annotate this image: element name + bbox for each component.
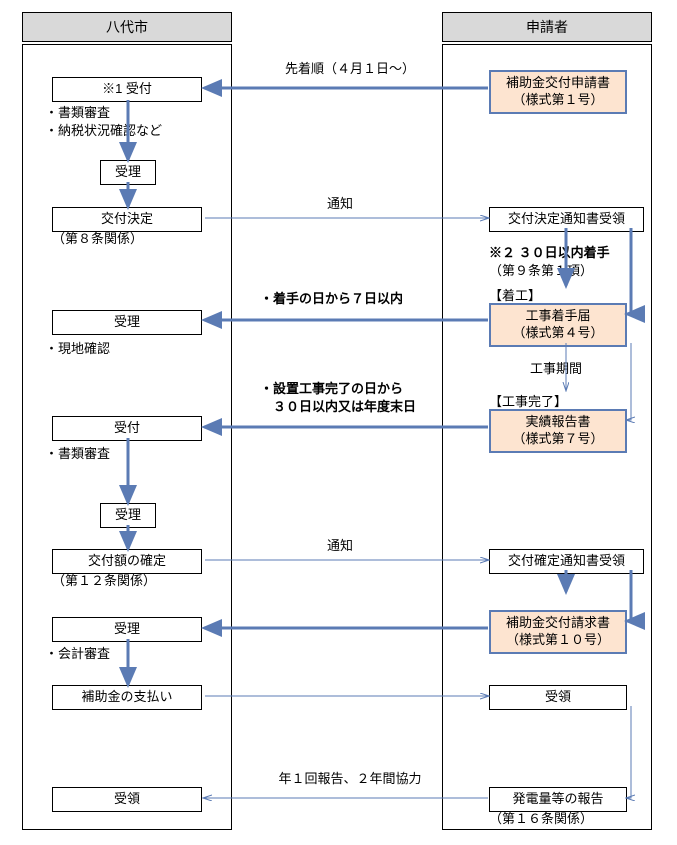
label-tsuuchi2: 通知 bbox=[300, 537, 380, 555]
label-tsuuchi1: 通知 bbox=[300, 195, 380, 213]
box-tsuchisho2: 交付確定通知書受領 bbox=[489, 549, 644, 574]
label-chakushu-7: ・着手の日から７日以内 bbox=[260, 290, 403, 308]
label-kouji-kikan: 工事期間 bbox=[530, 360, 582, 378]
header-right: 申請者 bbox=[442, 12, 652, 42]
box-uketsuke2: 受付 bbox=[52, 416, 202, 441]
box-chakushu: 工事着手届 （様式第４号） bbox=[489, 303, 627, 347]
label-shorui-shinsa1: ・書類審査 ・納税状況確認など bbox=[45, 104, 162, 140]
box-juri4: 受理 bbox=[52, 617, 202, 642]
header-left: 八代市 bbox=[22, 12, 232, 42]
box-koufugaku: 交付額の確定 bbox=[52, 549, 202, 574]
label-nen1kai: 年１回報告、２年間協力 bbox=[250, 770, 450, 788]
shinseisho-line1: 補助金交付申請書 bbox=[506, 75, 610, 90]
box-shiharai: 補助金の支払い bbox=[52, 685, 202, 710]
box-seikyuu: 補助金交付請求書 （様式第１０号） bbox=[489, 610, 627, 654]
seikyuu-line1: 補助金交付請求書 bbox=[506, 615, 610, 630]
box-juryou-right: 受領 bbox=[489, 685, 627, 710]
box-juri3: 受理 bbox=[100, 503, 156, 528]
box-hatsuden: 発電量等の報告 bbox=[489, 787, 627, 812]
label-dai12jou: （第１２条関係） bbox=[52, 572, 156, 590]
box-juri2: 受理 bbox=[52, 310, 202, 335]
box-juri1: 受理 bbox=[100, 160, 156, 185]
label-dai8jou: （第８条関係） bbox=[52, 230, 143, 248]
jisseki-line1: 実績報告書 bbox=[525, 414, 590, 429]
box-koufu-kettei: 交付決定 bbox=[52, 207, 202, 232]
shinseisho-line2: （様式第１号） bbox=[512, 92, 603, 107]
label-chakushu-30: ※２ ３０日以内着手 bbox=[489, 244, 610, 262]
seikyuu-line2: （様式第１０号） bbox=[506, 632, 610, 647]
chakushu-line1: 工事着手届 bbox=[525, 308, 590, 323]
label-senchaku: 先着順（４月１日～） bbox=[260, 60, 440, 78]
box-tsuchisho1: 交付決定通知書受領 bbox=[489, 207, 644, 232]
label-kaikei: ・会計審査 bbox=[45, 645, 110, 663]
jisseki-line2: （様式第７号） bbox=[512, 431, 603, 446]
label-kanryou-30: ・設置工事完了の日から ３０日以内又は年度末日 bbox=[260, 380, 416, 416]
box-jisseki: 実績報告書 （様式第７号） bbox=[489, 409, 627, 453]
chakushu-line2: （様式第４号） bbox=[512, 325, 603, 340]
label-dai16jou: （第１６条関係） bbox=[489, 810, 593, 828]
label-dai9jou: （第９条第１項） bbox=[489, 262, 593, 280]
box-uketsuke1: ※1 受付 bbox=[52, 77, 202, 102]
label-shorui-shinsa2: ・書類審査 bbox=[45, 445, 110, 463]
label-genchi: ・現地確認 bbox=[45, 340, 110, 358]
box-juryou-left: 受領 bbox=[52, 787, 202, 812]
box-shinseisho: 補助金交付申請書 （様式第１号） bbox=[489, 70, 627, 114]
